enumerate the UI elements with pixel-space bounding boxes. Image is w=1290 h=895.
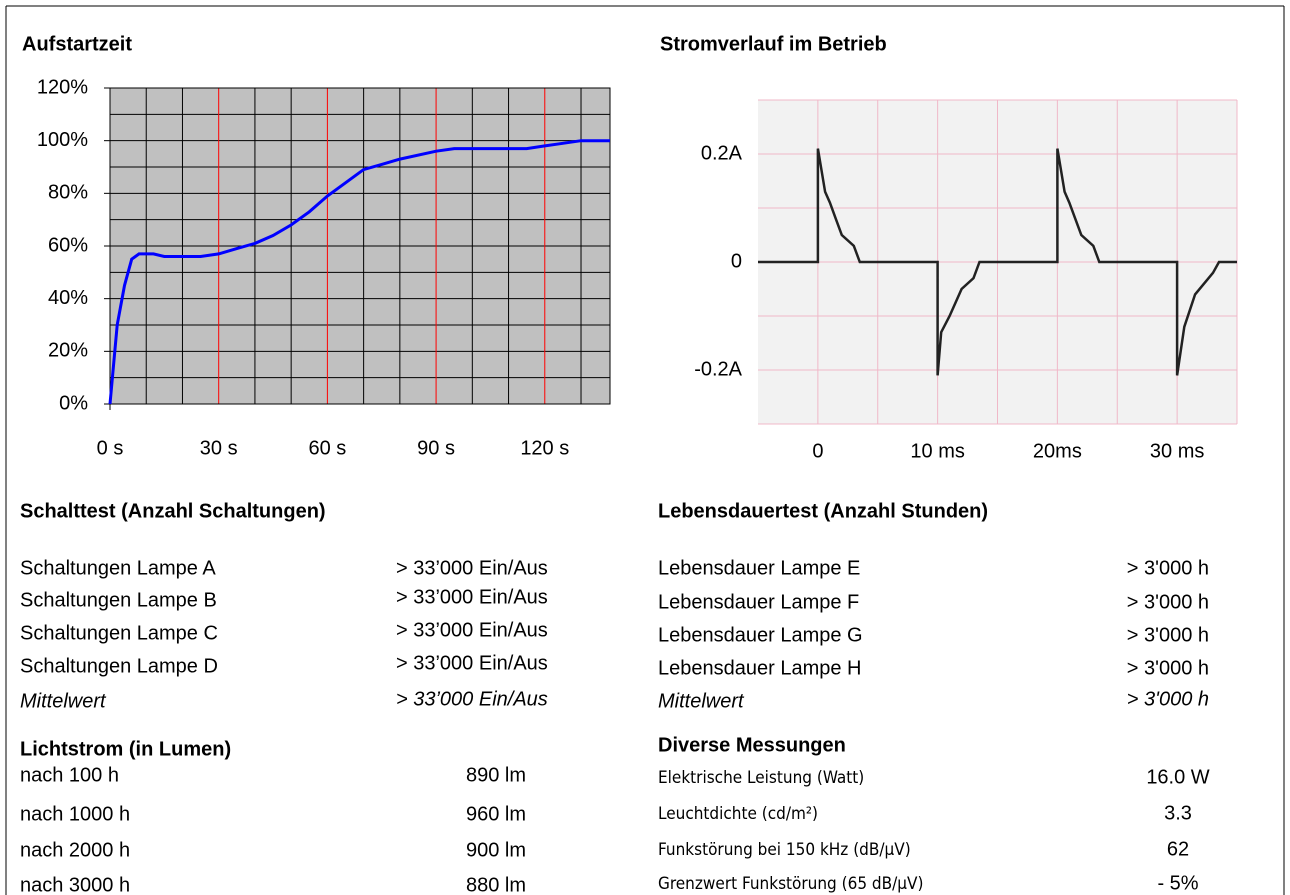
- row-label: Lebensdauer Lampe G: [658, 624, 863, 646]
- row-label: nach 3000 h: [20, 874, 130, 895]
- row-label: Schaltungen Lampe A: [20, 557, 216, 579]
- row-value: > 3'000 h: [1127, 624, 1209, 646]
- row-value: 960 lm: [466, 803, 526, 825]
- chart-title: Aufstartzeit: [22, 33, 132, 55]
- x-tick-label: 120 s: [520, 437, 569, 459]
- y-tick-label: 100%: [37, 129, 88, 151]
- mean-label: Mittelwert: [20, 690, 107, 712]
- row-label: nach 1000 h: [20, 803, 130, 825]
- row-value: > 33’000 Ein/Aus: [396, 557, 548, 579]
- row-value: > 3'000 h: [1127, 557, 1209, 579]
- row-value: 3.3: [1164, 802, 1192, 824]
- section-title: Diverse Messungen: [658, 734, 846, 756]
- mean-value: > 3'000 h: [1127, 688, 1209, 710]
- page: Aufstartzeit 0% 20% 40% 60% 80% 100% 120% 0 s 30 …: [0, 0, 1290, 895]
- row-label: Schaltungen Lampe D: [20, 655, 218, 677]
- section-title: Schalttest (Anzahl Schaltungen): [20, 500, 326, 522]
- row-value: 880 lm: [466, 874, 526, 895]
- row-label: Lebensdauer Lampe E: [658, 557, 860, 579]
- row-label: Schaltungen Lampe B: [20, 589, 217, 611]
- row-label: Schaltungen Lampe C: [20, 622, 218, 644]
- y-tick-label: 80%: [48, 182, 88, 204]
- mean-label: Mittelwert: [658, 690, 745, 712]
- row-label: Leuchtdichte (cd/m²): [658, 804, 818, 824]
- row-value: 900 lm: [466, 839, 526, 861]
- row-label: nach 2000 h: [20, 839, 130, 861]
- section-title: Lichtstrom (in Lumen): [20, 738, 231, 760]
- section-title: Lebensdauertest (Anzahl Stunden): [658, 500, 988, 522]
- mean-value: > 33’000 Ein/Aus: [396, 688, 548, 710]
- row-label: Lebensdauer Lampe F: [658, 591, 859, 613]
- x-tick-label: 90 s: [417, 437, 455, 459]
- row-value: - 5%: [1157, 872, 1198, 894]
- row-value: > 33’000 Ein/Aus: [396, 586, 548, 608]
- y-tick-label: 0.2A: [701, 142, 743, 164]
- row-label: nach 100 h: [20, 764, 119, 786]
- row-value: > 3'000 h: [1127, 591, 1209, 613]
- row-label: Lebensdauer Lampe H: [658, 657, 861, 679]
- row-value: > 33’000 Ein/Aus: [396, 652, 548, 674]
- x-tick-label: 30 ms: [1150, 440, 1204, 462]
- x-tick-label: 60 s: [308, 437, 346, 459]
- row-label: Elektrische Leistung (Watt): [658, 768, 864, 788]
- row-label: Funkstörung bei 150 kHz (dB/µV): [658, 840, 911, 860]
- x-tick-label: 0 s: [97, 437, 124, 459]
- row-value: 890 lm: [466, 764, 526, 786]
- x-tick-label: 30 s: [200, 437, 238, 459]
- y-tick-label: 0: [731, 250, 742, 272]
- row-value: 16.0 W: [1146, 766, 1209, 788]
- y-tick-label: -0.2A: [694, 358, 742, 380]
- y-tick-label: 120%: [37, 76, 88, 98]
- row-value: > 33’000 Ein/Aus: [396, 619, 548, 641]
- row-value: > 3'000 h: [1127, 657, 1209, 679]
- x-tick-label: 10 ms: [910, 440, 964, 462]
- x-tick-label: 20ms: [1033, 440, 1082, 462]
- x-tick-label: 0: [812, 440, 823, 462]
- row-value: 62: [1167, 838, 1189, 860]
- y-tick-label: 40%: [48, 287, 88, 309]
- chart-title: Stromverlauf im Betrieb: [660, 33, 887, 55]
- y-tick-label: 0%: [59, 392, 88, 414]
- y-tick-label: 60%: [48, 234, 88, 256]
- row-label: Grenzwert Funkstörung (65 dB/µV): [658, 874, 923, 894]
- y-tick-label: 20%: [48, 340, 88, 362]
